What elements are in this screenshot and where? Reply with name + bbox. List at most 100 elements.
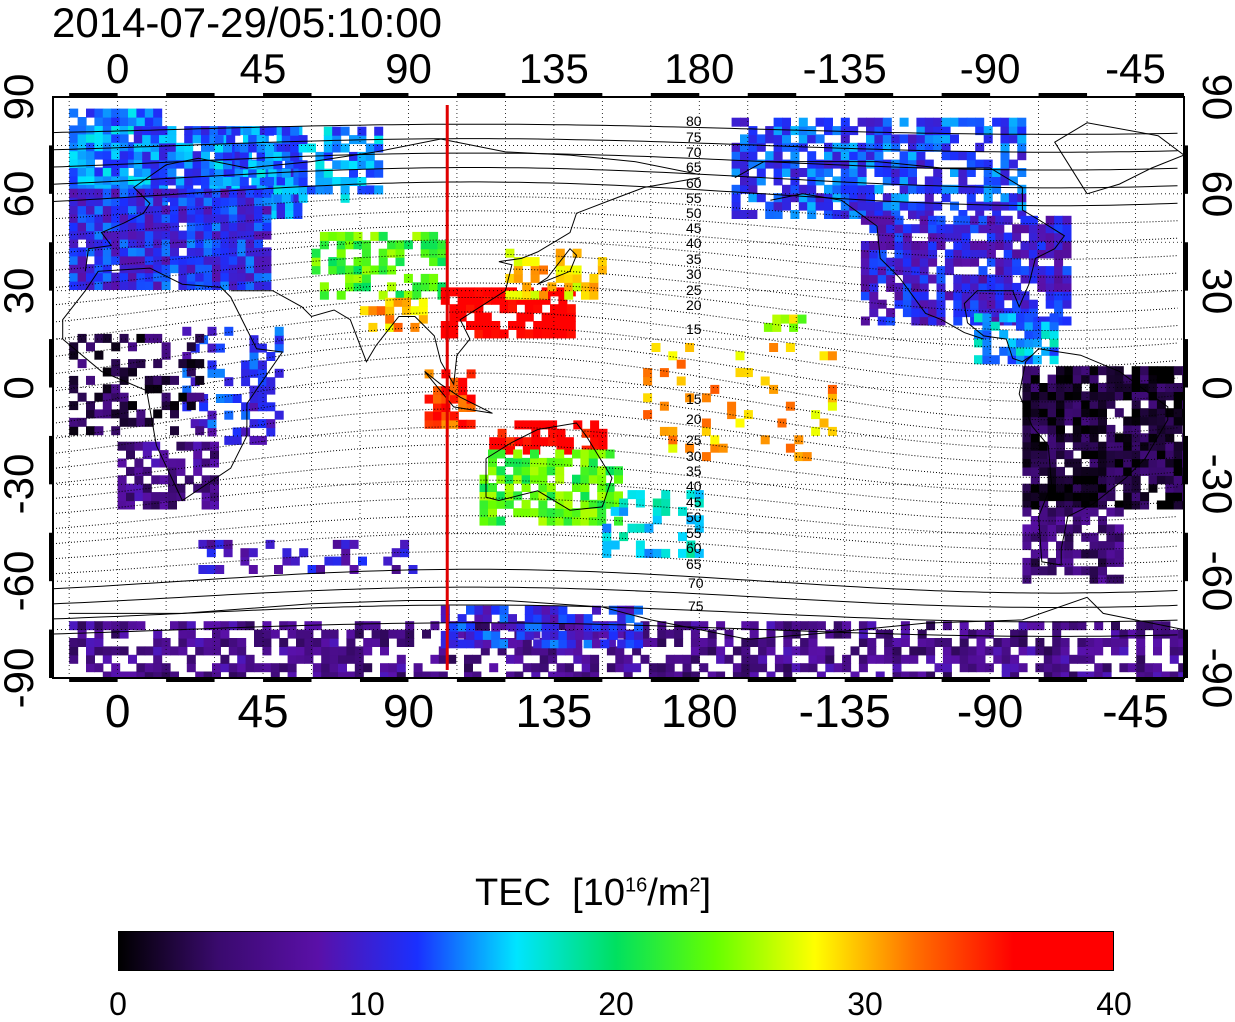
tec-cell [982, 355, 992, 365]
tec-cell [1165, 433, 1175, 443]
tec-cell [807, 134, 817, 144]
tec-cell [877, 232, 887, 242]
tec-cell [311, 265, 321, 275]
tec-cell [966, 168, 976, 177]
tec-cell [919, 215, 929, 225]
tec-cell [102, 264, 112, 274]
tec-cell [875, 671, 885, 678]
tec-cell [94, 205, 104, 215]
tec-cell [232, 435, 242, 445]
tec-cell [986, 224, 996, 234]
tec-cell [77, 333, 87, 343]
tec-cell [867, 646, 877, 656]
tec-cell [1054, 232, 1064, 242]
tec-cell [1056, 366, 1065, 376]
tec-cell [546, 508, 556, 518]
tec-cell [69, 375, 79, 385]
tec-cell [1081, 466, 1091, 476]
tec-cell [102, 272, 112, 282]
tec-cell [69, 159, 79, 168]
tec-cell [634, 639, 643, 649]
tec-cell [466, 630, 475, 640]
tec-cell [254, 663, 263, 673]
tec-cell [1165, 450, 1175, 460]
tec-cell [590, 671, 600, 678]
tec-cell [195, 230, 205, 240]
tec-cell [195, 264, 205, 274]
tec-cell [69, 239, 79, 248]
tec-cell [69, 401, 79, 411]
tec-cell [716, 671, 726, 678]
tec-cell [539, 663, 549, 673]
tec-cell [1098, 399, 1107, 409]
tec-cell [201, 168, 210, 177]
tec-cell [794, 452, 804, 462]
tec-cell [849, 184, 859, 194]
frame-tick [49, 339, 53, 388]
tec-cell [159, 126, 168, 136]
tec-cell [877, 241, 887, 250]
tec-cell [1072, 475, 1082, 485]
tec-cell [625, 639, 635, 649]
tec-cell [1156, 366, 1166, 376]
tec-cell [819, 418, 829, 428]
tec-cell [237, 188, 247, 198]
tec-cell [634, 630, 643, 640]
tec-cell [354, 629, 364, 639]
tec-cell [1089, 541, 1099, 551]
tec-cell [239, 177, 249, 186]
tec-cell [474, 329, 484, 339]
tec-cell [488, 466, 497, 476]
tec-cell [184, 134, 194, 144]
contour-label: 75 [688, 598, 704, 614]
tec-cell [857, 176, 867, 186]
tec-cell [1056, 441, 1065, 451]
tec-cell [928, 241, 938, 250]
tec-cell [400, 539, 410, 549]
tec-cell [668, 435, 678, 445]
tec-cell [936, 224, 946, 234]
tec-cell [1089, 483, 1099, 493]
tec-cell [917, 629, 927, 639]
tec-cell [1030, 450, 1040, 460]
tec-cell [102, 175, 112, 185]
tec-cell [1123, 450, 1133, 460]
tec-cell [782, 201, 791, 211]
tec-cell [682, 621, 692, 631]
tec-cell [808, 646, 818, 656]
tec-cell [1035, 638, 1045, 647]
tec-cell [184, 142, 194, 152]
tec-cell [741, 654, 751, 664]
tec-cell [614, 499, 623, 509]
tec-cell [1131, 450, 1141, 460]
tec-cell [1098, 483, 1107, 493]
tec-cell [583, 639, 593, 649]
tec-cell [1156, 399, 1166, 409]
tec-cell [741, 646, 751, 656]
tec-cell [765, 134, 775, 144]
tec-cell [237, 230, 247, 240]
tec-cell [119, 417, 129, 427]
tec-cell [984, 646, 994, 656]
tec-cell [1089, 500, 1099, 510]
tec-cell [869, 249, 879, 259]
tec-cell [77, 281, 87, 290]
tec-cell [635, 523, 645, 533]
tec-cell [1030, 516, 1040, 525]
tec-cell [882, 168, 892, 177]
tec-cell [961, 215, 971, 225]
tec-cell [832, 193, 842, 203]
tec-cell [293, 168, 303, 177]
tec-cell [142, 492, 152, 502]
tec-cell [175, 159, 185, 169]
tec-cell [86, 272, 95, 282]
top-lon-tick-label: 0 [105, 45, 130, 92]
tec-cell [558, 321, 568, 330]
tec-cell [144, 205, 154, 215]
tec-cell [953, 282, 963, 292]
colorbar-tick-label: 10 [349, 986, 385, 1022]
tec-cell [1136, 671, 1146, 678]
tec-cell [144, 175, 154, 185]
tec-cell [69, 167, 79, 177]
tec-cell [178, 264, 188, 274]
